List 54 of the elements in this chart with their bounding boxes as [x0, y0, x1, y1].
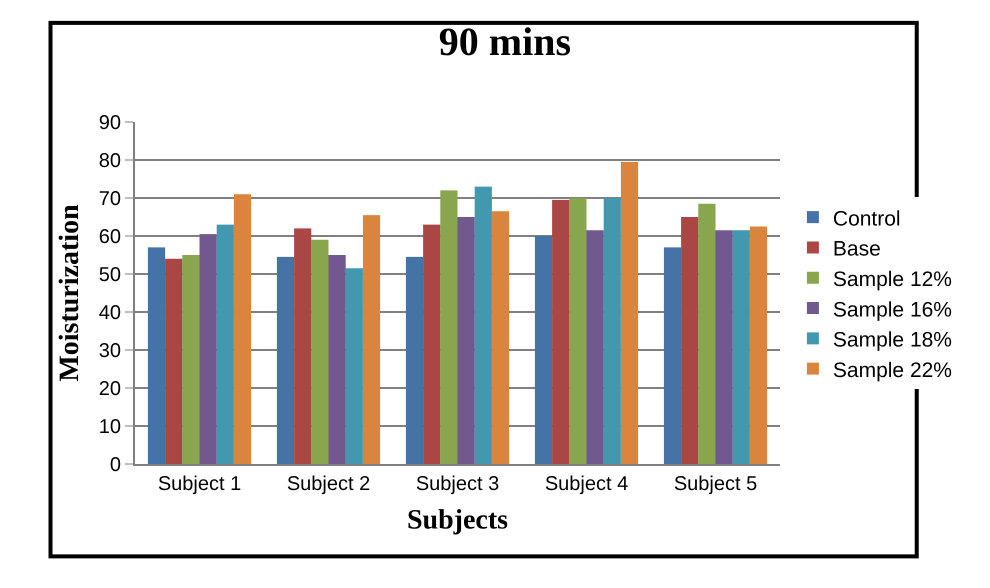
- bar: [534, 236, 552, 464]
- bar: [182, 255, 200, 464]
- bar: [234, 194, 252, 464]
- bar: [423, 224, 440, 464]
- x-tick-label: Subject 3: [416, 473, 500, 495]
- y-tick-label: 10: [98, 416, 121, 438]
- bar: [328, 255, 346, 464]
- bar: [620, 162, 638, 464]
- bar: [474, 186, 492, 464]
- bar: [294, 228, 312, 464]
- legend-label: Sample 16%: [832, 298, 952, 322]
- bar: [552, 200, 570, 464]
- x-tick-label: Subject 4: [544, 473, 628, 495]
- bar: [362, 215, 380, 464]
- bar: [200, 234, 217, 464]
- x-tick-label: Subject 2: [286, 473, 370, 495]
- y-tick-label: 30: [98, 340, 121, 362]
- bar: [664, 247, 682, 464]
- legend-label: Sample 12%: [832, 268, 952, 291]
- bar: [406, 256, 424, 464]
- bar: [458, 217, 475, 464]
- bar: [569, 198, 586, 464]
- bar: [750, 226, 768, 464]
- bar: [604, 198, 621, 464]
- legend-label: Sample 22%: [832, 358, 952, 382]
- bar: [681, 217, 698, 464]
- y-tick-label: 40: [98, 302, 121, 324]
- y-tick-label: 0: [110, 454, 121, 476]
- bar: [698, 204, 716, 464]
- y-tick-label: 70: [98, 188, 121, 210]
- y-tick-label: 50: [98, 264, 121, 286]
- bar: [148, 247, 166, 464]
- bar: [216, 224, 234, 464]
- y-tick-label: 60: [98, 226, 121, 248]
- y-tick-label: 80: [98, 150, 121, 172]
- legend-label: Sample 18%: [832, 328, 952, 352]
- bar: [732, 230, 750, 464]
- legend-label: Base: [832, 238, 881, 261]
- y-tick-label: 90: [98, 112, 121, 134]
- bar: [716, 230, 733, 464]
- y-tick-label: 20: [98, 378, 121, 400]
- bar: [311, 240, 328, 464]
- x-axis-title: Subjects: [406, 504, 508, 536]
- bar: [440, 190, 458, 464]
- x-tick-label: Subject 5: [674, 473, 758, 495]
- y-axis-title: Moisturization: [54, 204, 85, 382]
- bar: [276, 256, 294, 464]
- bar: [165, 258, 182, 464]
- bar: [586, 230, 604, 464]
- chart-title: 90 mins: [438, 19, 572, 64]
- legend-label: Control: [832, 207, 901, 230]
- bar: [492, 211, 510, 464]
- bar: [346, 268, 363, 464]
- x-tick-label: Subject 1: [158, 473, 242, 495]
